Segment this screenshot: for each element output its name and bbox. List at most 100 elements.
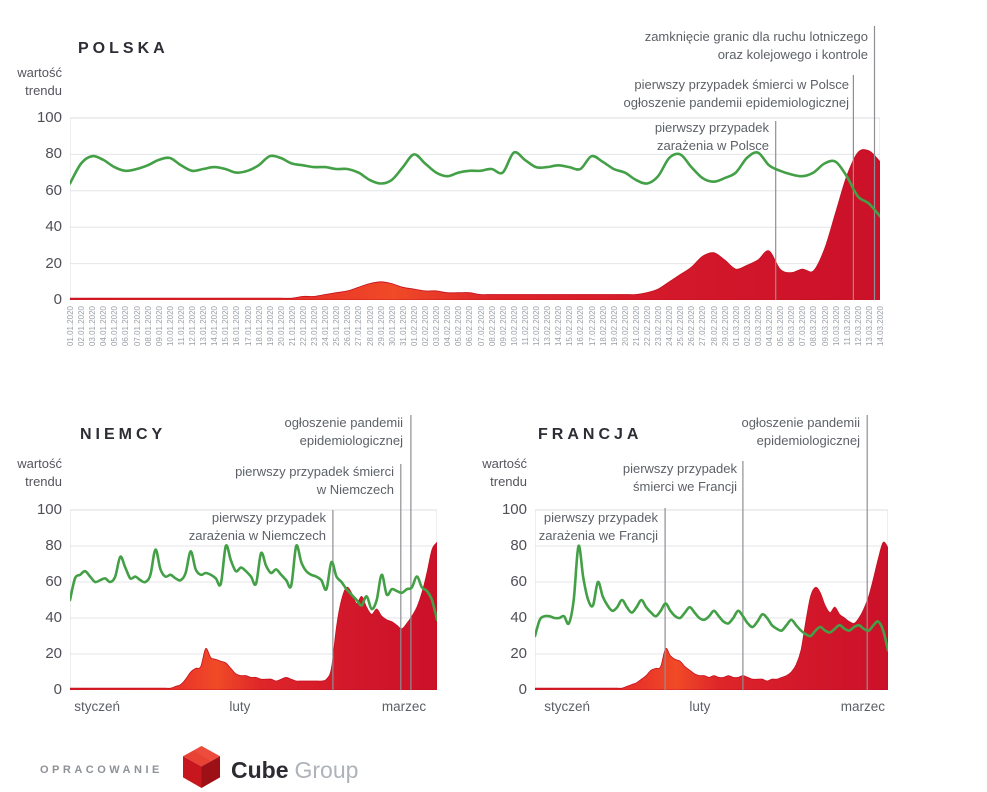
x-date-label: 22.01.2020: [299, 306, 308, 347]
annotation-first-case-francja: pierwszy przypadek zarażenia we Francji: [539, 509, 658, 546]
x-date-label: 24.01.2020: [321, 306, 331, 347]
x-date-label: 17.01.2020: [243, 306, 253, 347]
x-date-label: 01.02.2020: [409, 306, 419, 347]
x-date-label: 11.02.2020: [520, 306, 530, 346]
x-date-label: 09.03.2020: [820, 306, 830, 347]
annotation-text: pierwszy przypadek: [543, 510, 658, 525]
y-axis-label-line: trendu: [25, 82, 62, 98]
y-axis-label-line: wartość: [17, 65, 62, 80]
cases-area: [70, 149, 880, 300]
x-date-label: 21.02.2020: [631, 306, 641, 347]
y-axis-label-line: wartość: [17, 456, 62, 471]
y-axis-label-line: trendu: [25, 473, 62, 489]
annotation-text: pierwszy przypadek śmierci: [235, 464, 394, 479]
y-tick-label: 100: [501, 501, 527, 518]
x-date-label: 09.01.2020: [154, 306, 164, 347]
x-date-label: 06.02.2020: [465, 306, 475, 347]
brand-name-light: Group: [294, 757, 359, 783]
annotation-pandemic-francja: ogłoszenie pandemii epidemiologicznej: [741, 414, 860, 451]
y-tick-label: 80: [510, 537, 527, 554]
y-axis-label-polska: wartość trendu: [0, 64, 62, 99]
x-date-label: 13.03.2020: [864, 306, 874, 347]
x-date-label: 17.02.2020: [587, 306, 597, 347]
x-date-label: 04.01.2020: [99, 306, 109, 347]
x-date-label: 04.03.2020: [765, 306, 775, 347]
annotation-text: zamknięcie granic dla ruchu lotniczego: [644, 29, 868, 44]
plot-border: [70, 509, 437, 690]
x-date-label: 16.01.2020: [232, 306, 242, 347]
annotation-text: zarażenia w Niemczech: [188, 528, 326, 544]
annotation-text: zarażenia w Polsce: [657, 138, 769, 154]
y-tick-label: 100: [36, 109, 62, 126]
x-date-label: 15.01.2020: [221, 306, 231, 347]
x-date-label: 12.01.2020: [188, 306, 198, 347]
y-tick-label: 40: [45, 609, 62, 626]
y-axis-label-line: trendu: [490, 473, 527, 489]
annotation-text: pierwszy przypadek śmierci w Polsce: [634, 77, 849, 92]
x-date-label: 12.03.2020: [853, 306, 863, 347]
x-date-label: 15.02.2020: [565, 306, 575, 347]
x-date-label: 18.02.2020: [598, 306, 608, 347]
chart-title-niemcy: NIEMCY: [80, 426, 167, 444]
x-date-label: 11.03.2020: [842, 306, 852, 346]
annotation-text: epidemiologicznej: [299, 433, 403, 449]
x-date-label: 20.01.2020: [276, 306, 286, 347]
x-date-label: 25.02.2020: [676, 306, 686, 347]
y-tick-label: 80: [45, 145, 62, 163]
x-date-label: 05.02.2020: [454, 306, 464, 347]
x-date-label: 14.03.2020: [876, 306, 885, 347]
annotation-border-closure-polska: zamknięcie granic dla ruchu lotniczego o…: [645, 28, 868, 65]
x-date-label: 19.02.2020: [609, 306, 619, 347]
annotation-text: epidemiologicznej: [756, 433, 860, 449]
y-tick-label: 0: [53, 681, 62, 698]
trend-line: [535, 544, 888, 652]
x-date-label: 03.01.2020: [88, 306, 98, 347]
y-tick-label: 60: [510, 573, 527, 590]
x-date-label: 18.01.2020: [254, 306, 264, 347]
x-date-label: 23.02.2020: [654, 306, 664, 347]
annotation-first-case-niemcy: pierwszy przypadek zarażenia w Niemczech: [189, 509, 326, 546]
x-date-label: 10.03.2020: [831, 306, 841, 347]
x-date-label: 23.01.2020: [310, 306, 320, 347]
x-date-label: 13.02.2020: [543, 306, 553, 347]
x-date-label: 02.01.2020: [77, 306, 87, 347]
x-date-label: 13.01.2020: [199, 306, 209, 347]
cases-area: [535, 541, 888, 690]
chart-plot-francja: [535, 415, 888, 690]
annotation-text: w Niemczech: [316, 482, 394, 498]
x-date-label: 07.02.2020: [476, 306, 486, 347]
x-date-label: 02.02.2020: [421, 306, 431, 347]
x-date-label: 26.02.2020: [687, 306, 697, 347]
y-axis-label-francja: wartość trendu: [465, 455, 527, 490]
x-month-label: styczeń: [74, 699, 121, 714]
plot-border: [70, 117, 880, 300]
x-date-label: 06.03.2020: [787, 306, 797, 347]
annotation-text: ogłoszenie pandemii: [284, 415, 403, 430]
annotation-first-death-niemcy: pierwszy przypadek śmierci w Niemczech: [235, 463, 394, 500]
x-date-label: 09.02.2020: [498, 306, 508, 347]
x-month-label: marzec: [381, 699, 427, 714]
x-date-label: 14.02.2020: [554, 306, 564, 347]
chart-plot-polska: [70, 26, 880, 300]
x-date-label: 03.03.2020: [753, 306, 763, 347]
x-date-label: 08.02.2020: [487, 306, 497, 347]
x-date-label: 12.02.2020: [532, 306, 542, 347]
plot-border: [535, 509, 888, 690]
x-month-label: luty: [229, 699, 251, 714]
x-date-label: 01.01.2020: [66, 306, 75, 347]
x-month-label: styczeń: [544, 699, 590, 714]
x-date-label: 29.01.2020: [376, 306, 386, 347]
annotation-first-case-polska: pierwszy przypadek zarażenia w Polsce: [655, 119, 769, 156]
annotation-text: śmierci we Francji: [632, 479, 737, 495]
chart-title-polska: POLSKA: [78, 40, 169, 58]
annotation-text: ogłoszenie pandemii: [741, 415, 860, 430]
y-tick-label: 100: [36, 501, 62, 518]
y-tick-label: 20: [45, 254, 62, 272]
annotation-first-death-polska: pierwszy przypadek śmierci w Polsce ogło…: [624, 76, 849, 113]
x-date-label: 05.01.2020: [110, 306, 120, 347]
trend-line: [70, 150, 880, 218]
x-date-label: 22.02.2020: [642, 306, 652, 347]
x-date-label: 26.01.2020: [343, 306, 353, 347]
x-date-label: 31.01.2020: [398, 306, 408, 347]
